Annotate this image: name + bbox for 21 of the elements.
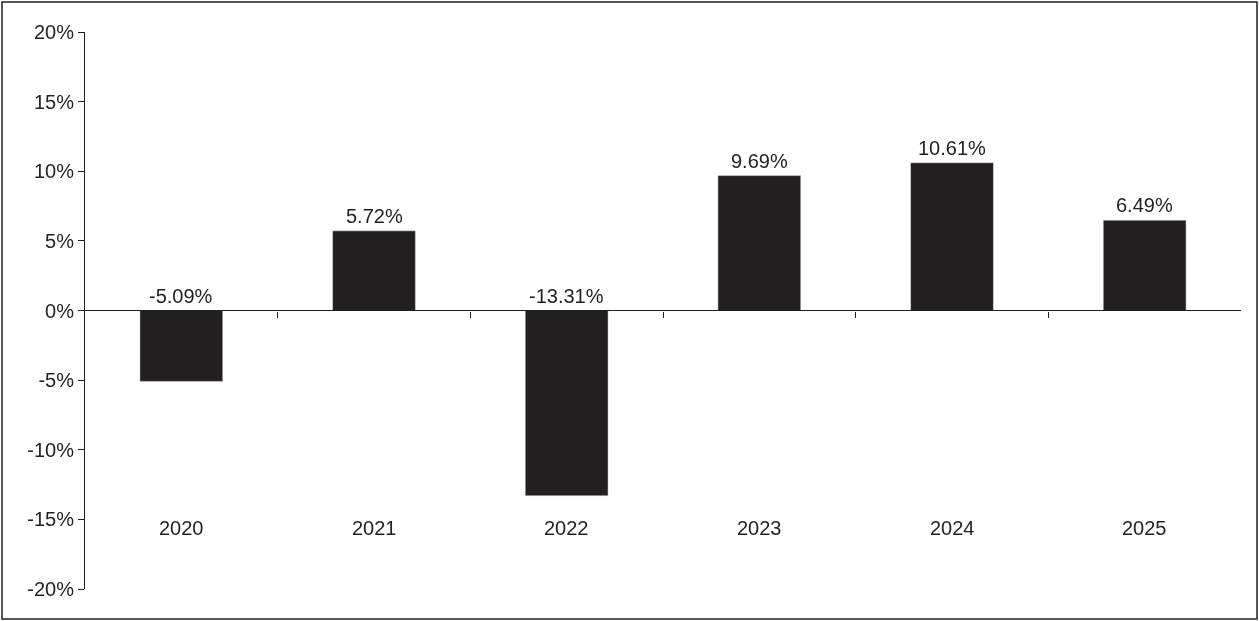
data-label: 10.61% xyxy=(918,137,987,159)
y-tick-label: 10% xyxy=(33,160,75,183)
y-tick-label: -20% xyxy=(27,578,75,600)
y-tick-label: -10% xyxy=(27,438,75,461)
x-tick-label: 2024 xyxy=(930,517,975,539)
y-tick-label: 15% xyxy=(33,90,75,113)
data-label: 6.49% xyxy=(1116,194,1173,216)
x-tick-label: 2022 xyxy=(544,517,589,539)
y-tick-label: 0% xyxy=(45,299,75,322)
y-tick-label: 20% xyxy=(33,21,75,43)
x-tick-label: 2021 xyxy=(352,517,397,539)
x-tick-label: 2025 xyxy=(1122,517,1167,539)
x-tick-label: 2023 xyxy=(737,517,782,539)
y-tick-label: -5% xyxy=(38,369,75,392)
y-tick-label: 5% xyxy=(45,229,75,252)
x-tick-label: 2020 xyxy=(159,517,204,539)
data-label: -5.09% xyxy=(149,285,213,307)
y-tick-label: -15% xyxy=(27,508,75,531)
data-label: -13.31% xyxy=(529,285,604,307)
data-label: 9.69% xyxy=(731,150,788,172)
data-label: 5.72% xyxy=(346,205,403,227)
